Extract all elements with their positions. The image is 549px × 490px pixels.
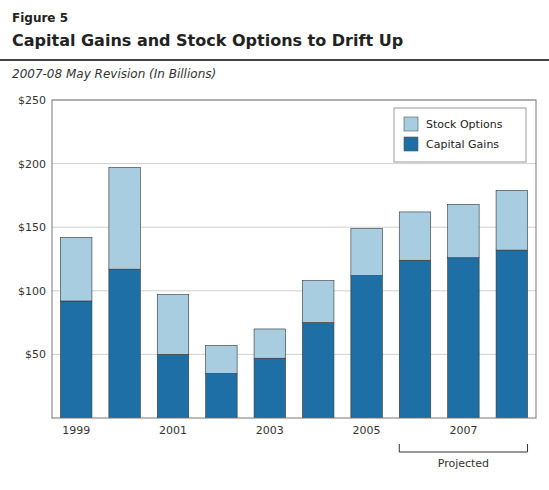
bar (254, 358, 285, 418)
legend-swatch (404, 117, 418, 131)
x-tick-label: 1999 (62, 424, 90, 437)
bar (109, 167, 140, 269)
projected-bracket: Projected (399, 444, 527, 470)
grid-line (52, 163, 536, 164)
header-separator (0, 59, 549, 61)
plot-frame (52, 100, 536, 418)
y-tick-label: $150 (18, 221, 46, 234)
bar (351, 276, 382, 418)
bar (157, 354, 188, 418)
bracket-line (399, 444, 527, 452)
bar (302, 323, 333, 418)
bar (302, 281, 333, 323)
legend-label: Capital Gains (426, 138, 499, 151)
annotation: Projected (438, 457, 489, 470)
bar (351, 228, 382, 275)
legend-box (394, 108, 526, 162)
y-tick-label: $50 (25, 348, 46, 361)
x-axis: 1999 2001 2003 2005 2007 (62, 424, 477, 437)
y-tick-label: $200 (18, 158, 46, 171)
bar (399, 260, 430, 418)
chart-svg: Figure 5 Capital Gains and Stock Options … (0, 0, 549, 490)
bar (496, 190, 527, 250)
x-tick-label: 2003 (256, 424, 284, 437)
legend-label: Stock Options (426, 118, 503, 131)
x-tick-label: 2007 (449, 424, 477, 437)
bar (157, 295, 188, 355)
title: Capital Gains and Stock Options to Drift… (12, 31, 403, 50)
legend: Stock Options Capital Gains (394, 108, 526, 162)
bar (109, 269, 140, 418)
bar (399, 212, 430, 260)
bar (254, 329, 285, 358)
chart-container: Figure 5 Capital Gains and Stock Options … (0, 0, 549, 490)
y-tick-label: $250 (18, 94, 46, 107)
x-tick-label: 2005 (353, 424, 381, 437)
figure-label: Figure 5 (12, 11, 68, 25)
bar (60, 301, 91, 418)
y-tick-label: $100 (18, 285, 46, 298)
bar (206, 345, 237, 373)
x-tick-label: 2001 (159, 424, 187, 437)
bar (496, 250, 527, 418)
bar (206, 373, 237, 418)
bars (60, 167, 527, 418)
subtitle: 2007-08 May Revision (In Billions) (12, 67, 216, 81)
legend-swatch (404, 137, 418, 151)
bar (60, 237, 91, 301)
bar (448, 204, 479, 257)
bar (448, 258, 479, 418)
